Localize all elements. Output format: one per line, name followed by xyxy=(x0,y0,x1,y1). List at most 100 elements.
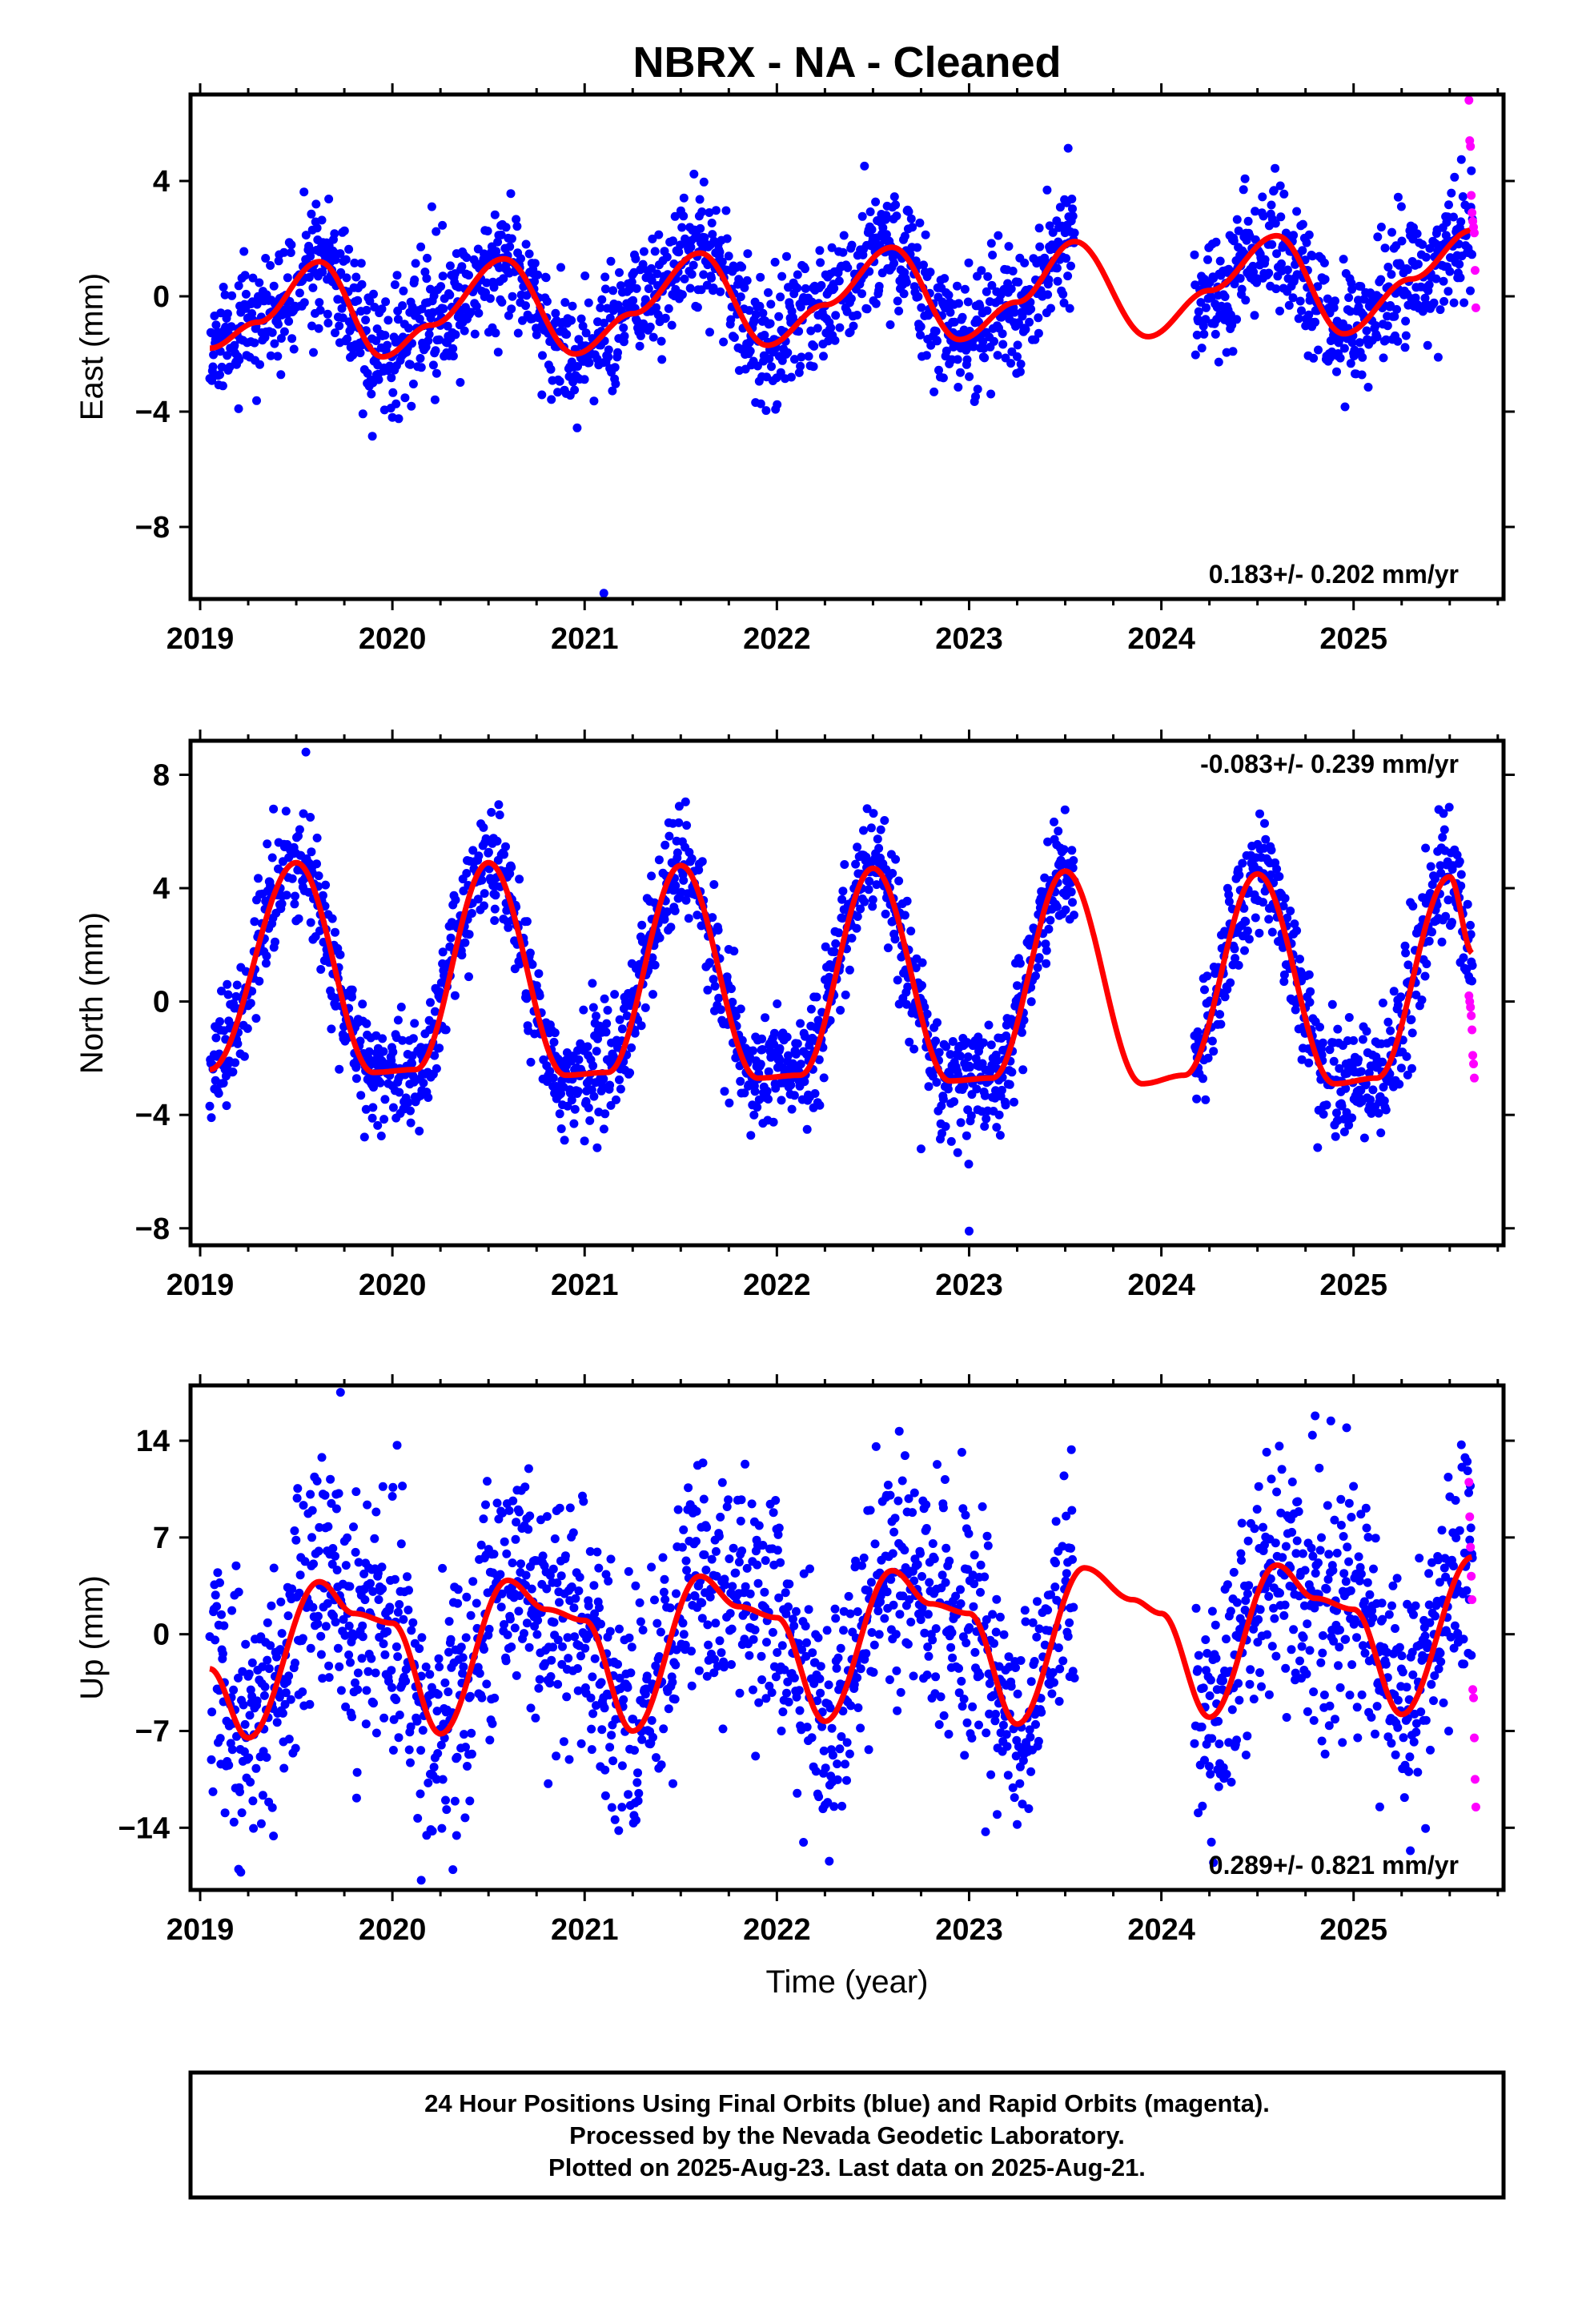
up-final-point xyxy=(239,1700,248,1710)
east-final-point xyxy=(223,309,232,319)
north-final-point xyxy=(232,980,242,990)
east-final-point xyxy=(451,330,460,340)
east-final-point xyxy=(485,294,495,304)
east-final-point xyxy=(496,230,506,239)
east-final-point xyxy=(721,206,731,215)
north-final-point xyxy=(1052,902,1062,911)
up-final-point xyxy=(628,1715,638,1724)
up-final-point xyxy=(316,1631,326,1641)
north-final-point xyxy=(974,1032,983,1042)
east-final-point xyxy=(930,387,939,396)
up-final-point xyxy=(579,1497,588,1506)
north-final-point xyxy=(588,979,597,988)
up-final-point xyxy=(324,1661,334,1671)
up-final-point xyxy=(269,1831,279,1841)
up-final-point xyxy=(542,1584,552,1594)
east-final-point xyxy=(1418,239,1427,249)
north-final-point xyxy=(911,963,921,973)
east-final-point xyxy=(1197,344,1207,353)
north-final-point xyxy=(1033,963,1042,972)
east-final-point xyxy=(628,296,638,305)
north-final-point xyxy=(355,1036,365,1046)
east-final-point xyxy=(448,344,458,353)
north-final-point xyxy=(415,1126,424,1136)
north-final-point xyxy=(1240,946,1249,955)
east-final-point xyxy=(606,256,616,266)
east-final-point xyxy=(1199,329,1209,339)
east-final-point xyxy=(1196,298,1206,308)
up-final-point xyxy=(417,1633,427,1642)
east-final-point xyxy=(680,274,689,283)
north-final-point xyxy=(789,1091,799,1100)
up-final-point xyxy=(555,1503,564,1513)
east-final-point xyxy=(255,360,264,369)
east-x-tick-label: 2020 xyxy=(359,622,427,656)
north-final-point xyxy=(457,951,467,960)
east-final-point xyxy=(1026,304,1036,314)
up-final-point xyxy=(780,1665,789,1675)
north-final-point xyxy=(584,1103,593,1112)
east-final-point xyxy=(653,310,663,320)
east-final-point xyxy=(1392,304,1401,314)
north-final-point xyxy=(1238,858,1247,868)
up-final-point xyxy=(749,1634,758,1644)
east-final-point xyxy=(1376,275,1386,284)
up-final-point xyxy=(777,1727,786,1735)
east-final-point xyxy=(209,350,219,360)
up-final-point xyxy=(258,1662,267,1671)
east-final-point xyxy=(815,246,825,255)
north-final-point xyxy=(693,911,702,920)
east-final-point xyxy=(755,301,765,311)
up-final-point xyxy=(762,1638,771,1647)
up-final-point xyxy=(658,1553,668,1562)
east-final-point xyxy=(1357,370,1367,380)
east-final-point xyxy=(971,392,980,401)
east-final-point xyxy=(1283,265,1292,275)
north-final-point xyxy=(1255,809,1264,818)
north-final-point xyxy=(697,857,707,866)
north-final-point xyxy=(1354,1055,1363,1064)
up-final-point xyxy=(418,1726,428,1735)
north-final-point xyxy=(821,942,830,951)
east-final-point xyxy=(435,335,444,344)
up-final-point xyxy=(747,1499,757,1509)
up-final-point xyxy=(484,1624,494,1634)
east-final-point xyxy=(1068,204,1077,214)
north-final-point xyxy=(1378,998,1387,1007)
north-final-point xyxy=(1054,826,1063,836)
north-final-point xyxy=(487,807,496,817)
east-final-point xyxy=(1045,221,1054,231)
up-final-point xyxy=(531,1713,540,1723)
up-final-point xyxy=(335,1662,344,1671)
up-final-point xyxy=(235,1787,244,1796)
east-final-point xyxy=(794,327,804,336)
north-final-point xyxy=(480,889,489,899)
east-final-point xyxy=(1267,239,1277,249)
north-final-point xyxy=(464,930,474,939)
up-final-point xyxy=(452,1752,462,1762)
east-final-point xyxy=(921,351,931,360)
east-final-point xyxy=(796,361,805,371)
up-final-point xyxy=(227,1606,237,1615)
east-final-point xyxy=(740,283,749,292)
up-final-point xyxy=(520,1482,530,1492)
east-final-point xyxy=(1335,353,1345,363)
east-final-point xyxy=(383,316,393,325)
east-final-point xyxy=(211,320,221,330)
north-final-point xyxy=(408,1059,416,1068)
east-final-point xyxy=(1201,315,1211,324)
up-final-point xyxy=(308,1602,318,1612)
east-final-point xyxy=(635,341,644,351)
east-final-point xyxy=(1034,313,1043,323)
east-final-point xyxy=(647,263,656,273)
north-final-point xyxy=(1018,1065,1028,1075)
east-final-point xyxy=(560,298,570,308)
north-final-point xyxy=(740,1088,749,1098)
east-final-point xyxy=(1199,321,1208,331)
up-final-point xyxy=(377,1562,387,1572)
east-final-point xyxy=(505,242,515,251)
east-final-point xyxy=(648,234,657,243)
north-final-point xyxy=(1272,864,1282,874)
up-final-point xyxy=(502,1549,512,1558)
east-final-point xyxy=(235,355,244,364)
